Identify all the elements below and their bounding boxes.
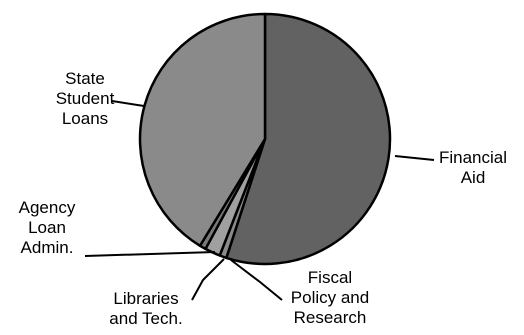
slice-label-line: Fiscal [308, 268, 352, 287]
slice-labels: Financial Aid Fiscal Policy and Research Libr… [19, 69, 507, 328]
slice-label-line: Loan [28, 218, 66, 237]
slice-label-line: State [65, 69, 105, 88]
slice-label-line: Libraries [113, 289, 178, 308]
leader-line-financial-aid [394, 155, 435, 161]
slice-label-line: Student [56, 89, 115, 108]
slice-label-line: Aid [461, 168, 486, 187]
leader-line-state-student-loans [111, 100, 145, 107]
leader-line-libraries-and-tech [191, 258, 225, 301]
slice-label-financial-aid: Financial Aid [439, 148, 507, 187]
slice-label-line: Research [294, 308, 367, 327]
pie-slice-financial-aid [225, 12, 392, 266]
slice-label-agency-loan-admin: Agency Loan Admin. [19, 198, 76, 257]
slice-label-line: Loans [62, 109, 108, 128]
slice-label-state-student-loans: State Student Loans [56, 69, 115, 128]
slice-label-line: and Tech. [109, 309, 182, 328]
slice-label-fiscal-policy-and-research: Fiscal Policy and Research [291, 268, 369, 327]
slice-label-line: Financial [439, 148, 507, 167]
slice-label-line: Policy and [291, 288, 369, 307]
slice-label-line: Agency [19, 198, 76, 217]
leader-line-agency-loan-admin [84, 251, 216, 257]
pie-slice-state-student-loans [138, 12, 267, 248]
leader-line-fiscal-policy-and-research [230, 259, 283, 301]
slice-label-line: Admin. [21, 238, 74, 257]
pie-slices [138, 12, 392, 266]
leader-lines [84, 100, 435, 301]
slice-label-libraries-and-tech: Libraries and Tech. [109, 289, 182, 328]
